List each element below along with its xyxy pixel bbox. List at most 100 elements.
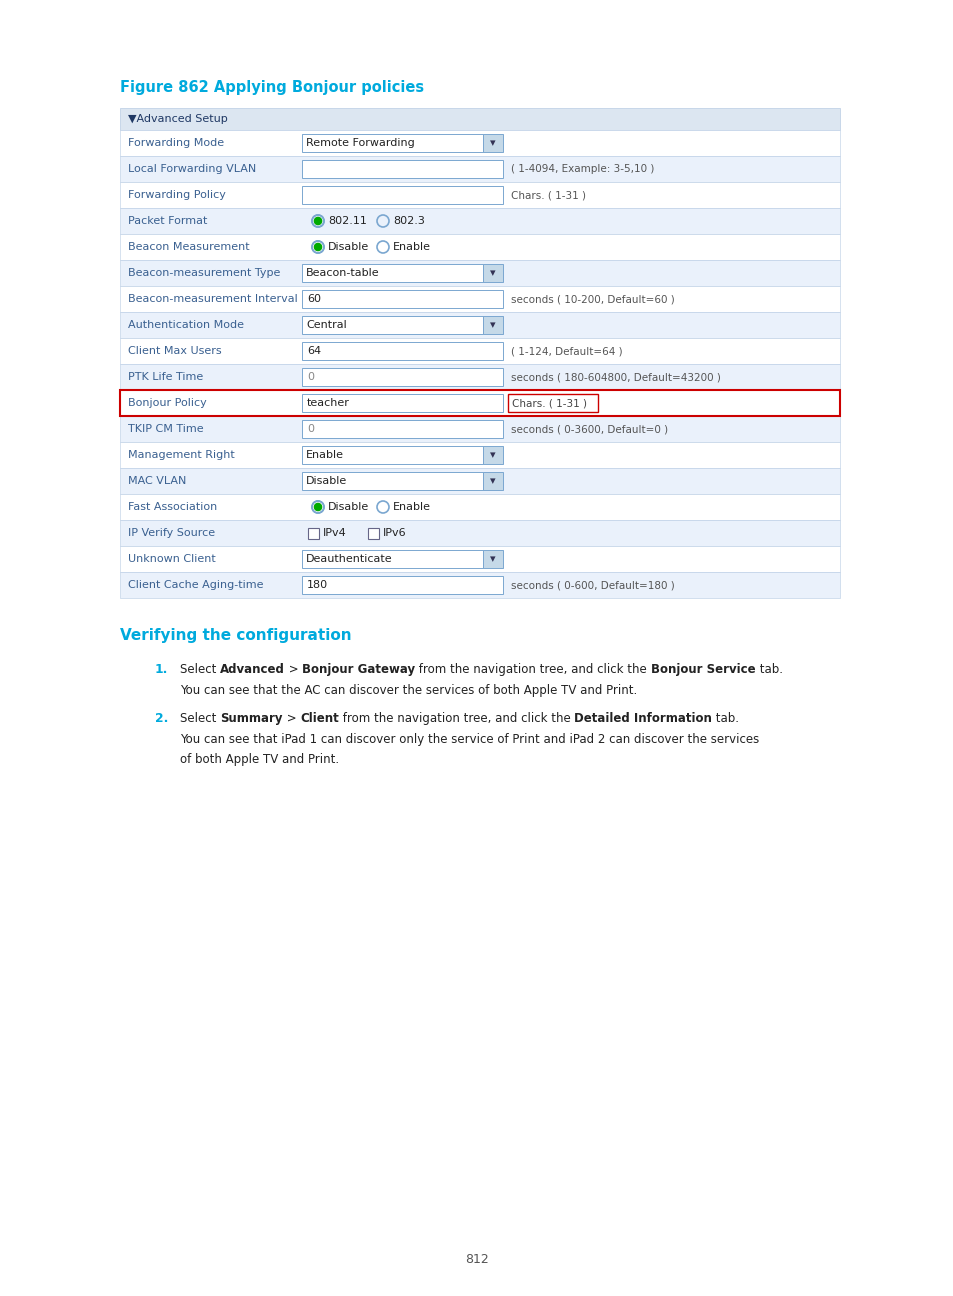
FancyBboxPatch shape [120, 416, 840, 442]
FancyBboxPatch shape [302, 368, 502, 386]
FancyBboxPatch shape [302, 342, 502, 360]
Text: You can see that iPad 1 can discover only the service of Print and iPad 2 can di: You can see that iPad 1 can discover onl… [180, 734, 759, 746]
Text: Beacon-measurement Interval: Beacon-measurement Interval [128, 294, 297, 305]
Text: Remote Forwarding: Remote Forwarding [306, 137, 415, 148]
FancyBboxPatch shape [482, 264, 502, 283]
FancyBboxPatch shape [368, 527, 378, 539]
Text: Enable: Enable [393, 242, 431, 251]
Text: Authentication Mode: Authentication Mode [128, 320, 244, 330]
Text: Client: Client [299, 712, 338, 724]
Text: from the navigation tree, and click the: from the navigation tree, and click the [416, 664, 650, 677]
Text: Enable: Enable [306, 450, 344, 460]
FancyBboxPatch shape [120, 286, 840, 312]
Text: ▼Advanced Setup: ▼Advanced Setup [128, 114, 228, 124]
Text: Disable: Disable [328, 242, 369, 251]
Text: 0: 0 [307, 424, 314, 434]
FancyBboxPatch shape [120, 108, 840, 130]
Text: ▾: ▾ [490, 553, 496, 564]
FancyBboxPatch shape [120, 312, 840, 338]
FancyBboxPatch shape [120, 572, 840, 597]
FancyBboxPatch shape [507, 394, 598, 412]
Text: of both Apple TV and Print.: of both Apple TV and Print. [180, 753, 338, 766]
Text: IPv6: IPv6 [382, 527, 406, 538]
Text: 2.: 2. [154, 712, 168, 724]
FancyBboxPatch shape [120, 156, 840, 181]
FancyBboxPatch shape [120, 390, 840, 416]
Text: Beacon Measurement: Beacon Measurement [128, 242, 250, 251]
Text: Fast Association: Fast Association [128, 502, 217, 512]
Text: Bonjour Policy: Bonjour Policy [128, 398, 207, 408]
Text: ▾: ▾ [490, 450, 496, 460]
Text: 802.11: 802.11 [328, 216, 367, 226]
FancyBboxPatch shape [302, 472, 482, 490]
FancyBboxPatch shape [120, 181, 840, 207]
Text: 180: 180 [307, 581, 328, 590]
Text: 64: 64 [307, 346, 321, 356]
Text: Figure 862 Applying Bonjour policies: Figure 862 Applying Bonjour policies [120, 80, 424, 95]
Text: You can see that the AC can discover the services of both Apple TV and Print.: You can see that the AC can discover the… [180, 684, 637, 697]
FancyBboxPatch shape [120, 130, 840, 156]
Text: Summary: Summary [220, 712, 282, 724]
Text: teacher: teacher [307, 398, 350, 408]
Text: Client Cache Aging-time: Client Cache Aging-time [128, 581, 263, 590]
Text: Central: Central [306, 320, 346, 330]
Text: IP Verify Source: IP Verify Source [128, 527, 214, 538]
Text: 812: 812 [465, 1253, 488, 1266]
FancyBboxPatch shape [308, 527, 318, 539]
Text: Beacon-table: Beacon-table [306, 268, 379, 279]
FancyBboxPatch shape [120, 520, 840, 546]
FancyBboxPatch shape [302, 394, 502, 412]
Text: Chars. ( 1-31 ): Chars. ( 1-31 ) [511, 191, 585, 200]
Text: 0: 0 [307, 372, 314, 382]
Text: seconds ( 0-3600, Default=0 ): seconds ( 0-3600, Default=0 ) [511, 424, 667, 434]
Circle shape [314, 503, 321, 511]
Text: Beacon-measurement Type: Beacon-measurement Type [128, 268, 280, 279]
FancyBboxPatch shape [302, 316, 482, 334]
FancyBboxPatch shape [482, 550, 502, 568]
FancyBboxPatch shape [120, 364, 840, 390]
Text: Verifying the configuration: Verifying the configuration [120, 629, 352, 643]
FancyBboxPatch shape [302, 550, 482, 568]
Text: tab.: tab. [755, 664, 781, 677]
FancyBboxPatch shape [302, 264, 482, 283]
Text: Unknown Client: Unknown Client [128, 553, 215, 564]
Text: ( 1-124, Default=64 ): ( 1-124, Default=64 ) [511, 346, 622, 356]
Text: Forwarding Policy: Forwarding Policy [128, 191, 226, 200]
Text: 1.: 1. [154, 664, 168, 677]
Text: PTK Life Time: PTK Life Time [128, 372, 203, 382]
Text: 802.3: 802.3 [393, 216, 424, 226]
Text: >: > [285, 664, 302, 677]
Text: from the navigation tree, and click the: from the navigation tree, and click the [338, 712, 574, 724]
Text: seconds ( 0-600, Default=180 ): seconds ( 0-600, Default=180 ) [511, 581, 674, 590]
FancyBboxPatch shape [120, 207, 840, 235]
FancyBboxPatch shape [120, 442, 840, 468]
Text: Disable: Disable [328, 502, 369, 512]
Text: >: > [282, 712, 299, 724]
FancyBboxPatch shape [120, 235, 840, 260]
Circle shape [314, 244, 321, 250]
Text: Bonjour Gateway: Bonjour Gateway [302, 664, 416, 677]
FancyBboxPatch shape [482, 472, 502, 490]
Text: Select: Select [180, 664, 220, 677]
FancyBboxPatch shape [302, 290, 502, 308]
Text: IPv4: IPv4 [323, 527, 346, 538]
Text: Bonjour Service: Bonjour Service [650, 664, 755, 677]
Text: Management Right: Management Right [128, 450, 234, 460]
Text: ▾: ▾ [490, 476, 496, 486]
FancyBboxPatch shape [482, 133, 502, 152]
Text: TKIP CM Time: TKIP CM Time [128, 424, 203, 434]
FancyBboxPatch shape [120, 494, 840, 520]
Text: ▾: ▾ [490, 137, 496, 148]
Text: ▾: ▾ [490, 320, 496, 330]
Circle shape [314, 218, 321, 224]
FancyBboxPatch shape [302, 185, 502, 203]
Text: Packet Format: Packet Format [128, 216, 207, 226]
Text: MAC VLAN: MAC VLAN [128, 476, 186, 486]
Text: seconds ( 180-604800, Default=43200 ): seconds ( 180-604800, Default=43200 ) [511, 372, 720, 382]
FancyBboxPatch shape [482, 316, 502, 334]
Text: seconds ( 10-200, Default=60 ): seconds ( 10-200, Default=60 ) [511, 294, 674, 305]
FancyBboxPatch shape [482, 446, 502, 464]
Text: Advanced: Advanced [220, 664, 285, 677]
FancyBboxPatch shape [120, 468, 840, 494]
Text: Chars. ( 1-31 ): Chars. ( 1-31 ) [512, 398, 586, 408]
